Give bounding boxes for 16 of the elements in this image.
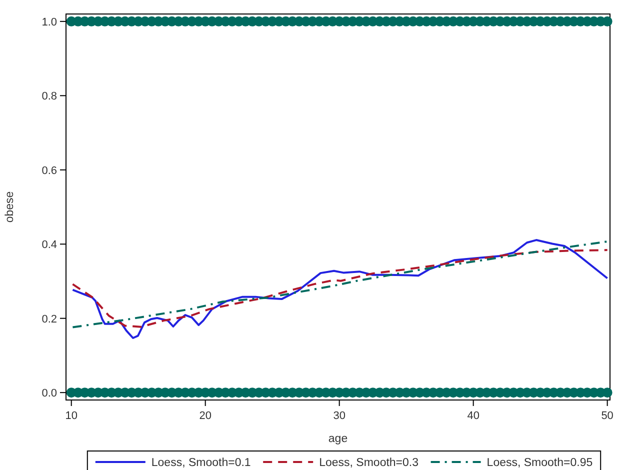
y-tick-label: 1.0	[42, 16, 57, 28]
legend-label: Loess, Smooth=0.1	[151, 457, 251, 469]
x-tick-label: 40	[467, 410, 480, 422]
y-tick-label: 0.2	[42, 313, 57, 326]
y-tick-label: 0.6	[42, 164, 57, 177]
y-axis-title: obese	[4, 191, 16, 223]
x-tick-label: 10	[65, 410, 78, 422]
legend-label: Loess, Smooth=0.3	[319, 457, 419, 469]
y-tick-label: 0.4	[42, 239, 57, 252]
legend-label: Loess, Smooth=0.95	[486, 457, 593, 469]
x-tick-label: 20	[199, 410, 212, 422]
y-tick-label: 0.0	[42, 388, 57, 400]
x-tick-label: 50	[601, 410, 614, 422]
y-tick-label: 0.8	[42, 90, 57, 103]
x-tick-label: 30	[333, 410, 346, 422]
x-axis-title: age	[328, 433, 348, 445]
